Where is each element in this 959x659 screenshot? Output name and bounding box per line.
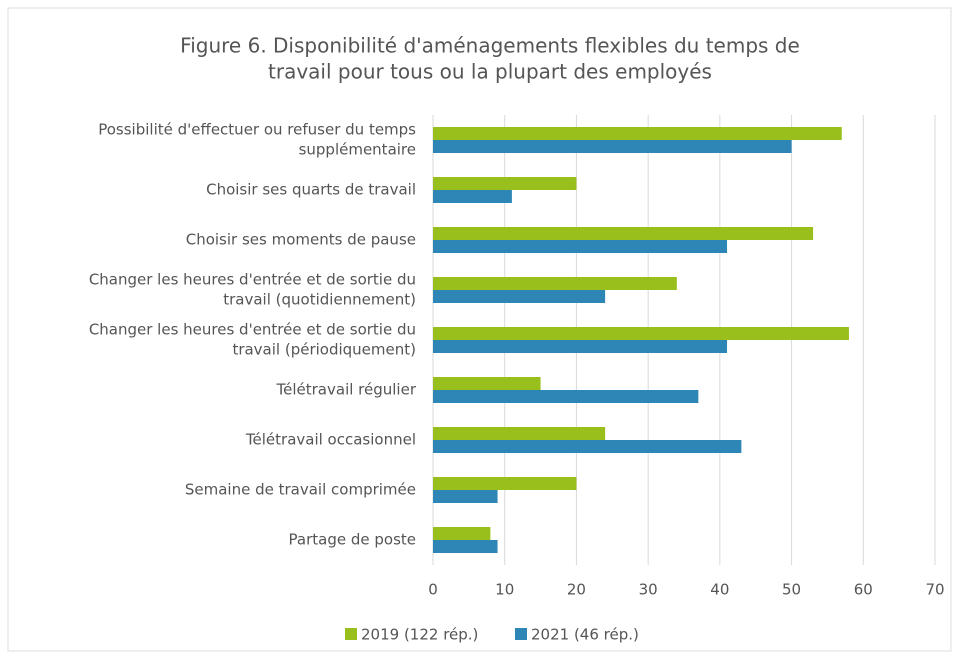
x-tick-label: 50 [782, 581, 801, 599]
y-tick-label: travail (périodiquement) [232, 341, 416, 359]
x-tick-label: 0 [428, 581, 438, 599]
y-tick-label: Semaine de travail comprimée [185, 481, 416, 499]
bar [433, 240, 728, 253]
legend-swatch [345, 628, 357, 640]
legend-label: 2019 (122 rép.) [361, 626, 478, 644]
y-tick-label: Télétravail occasionnel [245, 431, 416, 449]
bar [433, 377, 541, 390]
bar [433, 390, 699, 403]
x-tick-label: 60 [854, 581, 873, 599]
bar [433, 340, 728, 353]
bar [433, 490, 498, 503]
y-tick-label: supplémentaire [299, 141, 416, 159]
bar [433, 427, 606, 440]
x-tick-label: 20 [567, 581, 586, 599]
chart-title: Figure 6. Disponibilité d'aménagements f… [180, 34, 800, 58]
y-tick-label: Partage de poste [289, 531, 416, 549]
y-tick-label: Changer les heures d'entrée et de sortie… [89, 271, 416, 289]
x-tick-label: 30 [639, 581, 658, 599]
bar [433, 127, 842, 140]
y-tick-label: Possibilité d'effectuer ou refuser du te… [98, 121, 416, 139]
bar [433, 540, 498, 553]
y-tick-label: Télétravail régulier [276, 381, 417, 399]
bar [433, 290, 606, 303]
bar [433, 440, 742, 453]
y-tick-label: travail (quotidiennement) [223, 291, 416, 309]
bar [433, 177, 577, 190]
bar [433, 190, 512, 203]
bar [433, 140, 792, 153]
legend-label: 2021 (46 rép.) [531, 626, 639, 644]
bar [433, 527, 491, 540]
chart-title: travail pour tous ou la plupart des empl… [268, 60, 712, 84]
y-tick-label: Choisir ses moments de pause [186, 231, 416, 249]
y-tick-label: Changer les heures d'entrée et de sortie… [89, 321, 416, 339]
x-tick-label: 70 [925, 581, 944, 599]
bar [433, 477, 577, 490]
y-tick-label: Choisir ses quarts de travail [206, 181, 416, 199]
legend-swatch [515, 628, 527, 640]
x-tick-label: 10 [495, 581, 514, 599]
x-tick-label: 40 [710, 581, 729, 599]
bar [433, 327, 849, 340]
bar [433, 277, 677, 290]
bar [433, 227, 814, 240]
